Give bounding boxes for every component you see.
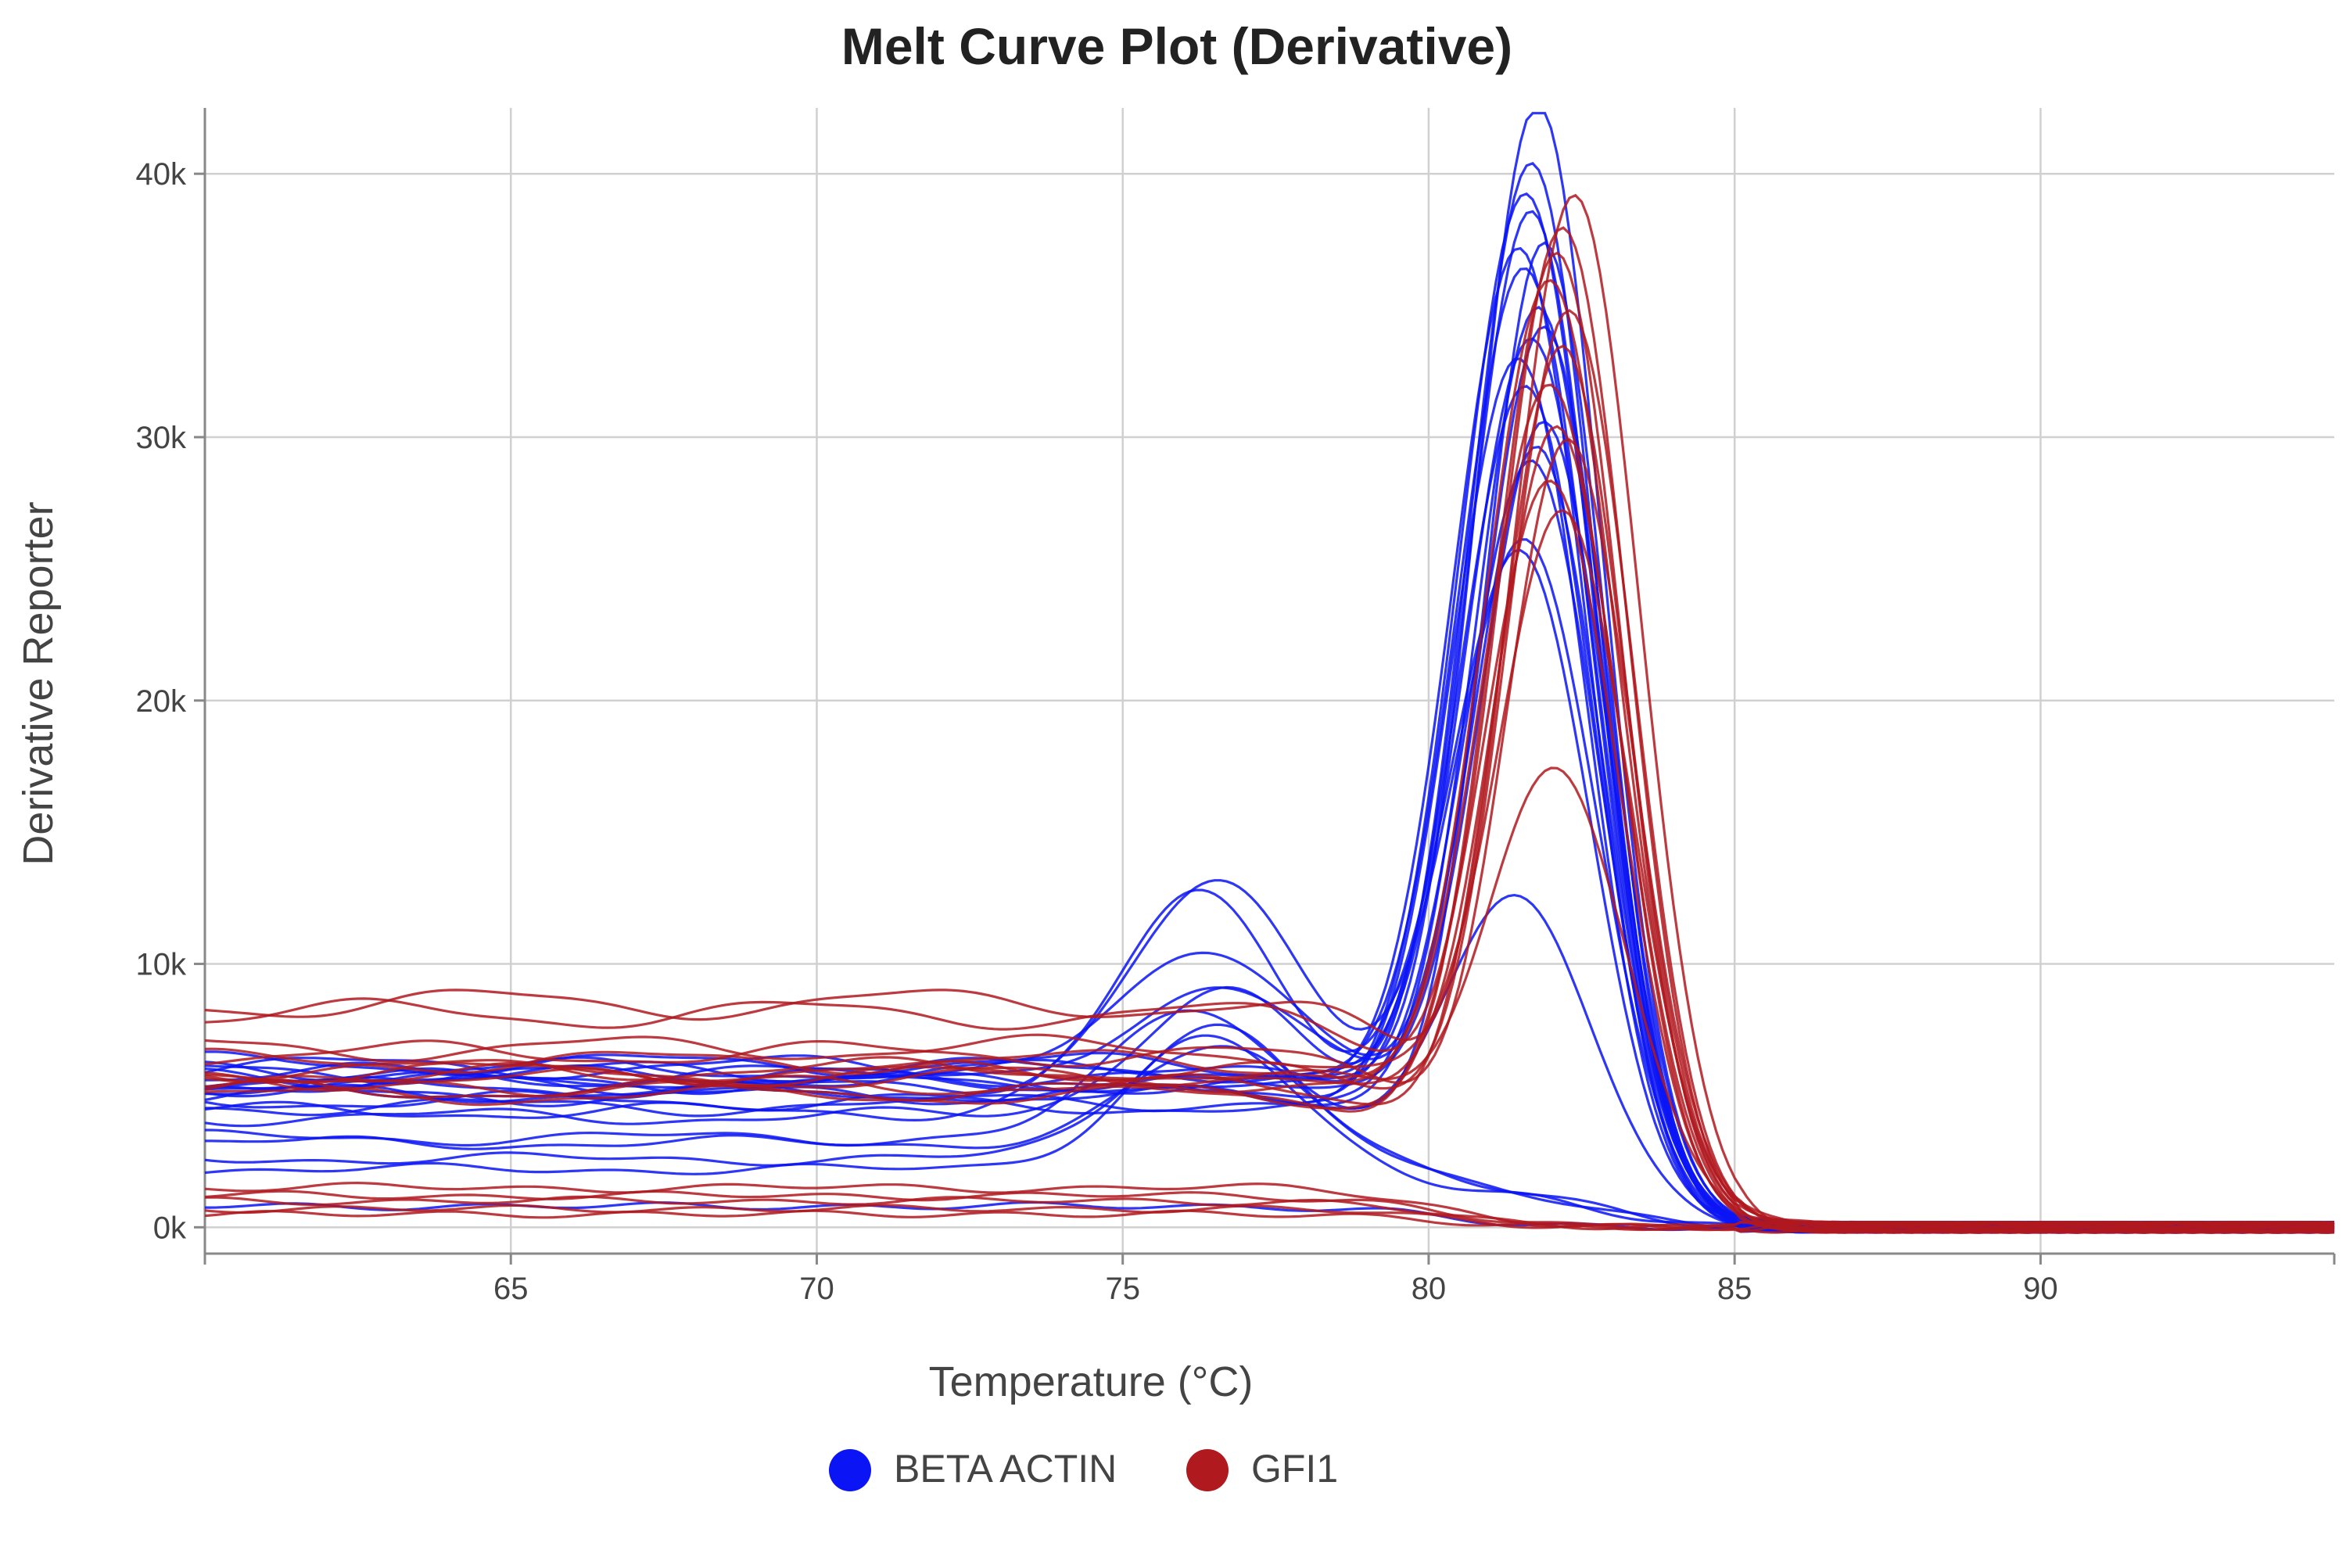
series-line[interactable]: [204, 1209, 2335, 1234]
series-line[interactable]: [204, 1204, 2335, 1234]
legend-marker: [1186, 1449, 1229, 1491]
legend: BETA ACTIN GFI1: [829, 1447, 1338, 1491]
axes: 65 70 75 80 85 90 0k 10k 20k 30k 40k: [136, 108, 2336, 1306]
x-tick-label: 90: [2023, 1272, 2058, 1306]
y-tick-label: 20k: [136, 684, 187, 719]
series-line[interactable]: [204, 479, 2335, 1234]
x-tick-label: 85: [1717, 1272, 1752, 1306]
x-tick-label: 75: [1105, 1272, 1140, 1306]
x-axis-label: Temperature (°C): [929, 1358, 1254, 1405]
y-tick-label: 0k: [153, 1211, 187, 1245]
series-line[interactable]: [204, 1189, 2335, 1234]
series-line[interactable]: [204, 538, 2335, 1234]
series-line[interactable]: [204, 766, 2335, 1234]
legend-label: BETA ACTIN: [894, 1447, 1117, 1491]
x-tick-label: 70: [799, 1272, 834, 1306]
y-tick-label: 40k: [136, 157, 187, 192]
plot-area: [204, 112, 2335, 1234]
y-tick-label: 10k: [136, 948, 187, 982]
x-tick-label: 65: [493, 1272, 529, 1306]
series-line[interactable]: [204, 445, 2335, 1234]
y-tick-label: 30k: [136, 421, 187, 455]
chart-title: Melt Curve Plot (Derivative): [841, 17, 1512, 75]
series-line[interactable]: [204, 438, 2335, 1234]
series-line[interactable]: [204, 425, 2335, 1234]
legend-item-beta-actin[interactable]: BETA ACTIN: [829, 1447, 1117, 1491]
legend-marker: [829, 1449, 871, 1491]
legend-item-gfi1[interactable]: GFI1: [1186, 1447, 1338, 1491]
legend-label: GFI1: [1251, 1447, 1338, 1491]
x-tick-label: 80: [1412, 1272, 1447, 1306]
grid: [205, 108, 2334, 1254]
series-gfi1: [204, 193, 2335, 1234]
y-axis-label: Derivative Reporter: [15, 501, 62, 865]
series-line[interactable]: [204, 508, 2335, 1234]
series-line[interactable]: [204, 549, 2335, 1234]
